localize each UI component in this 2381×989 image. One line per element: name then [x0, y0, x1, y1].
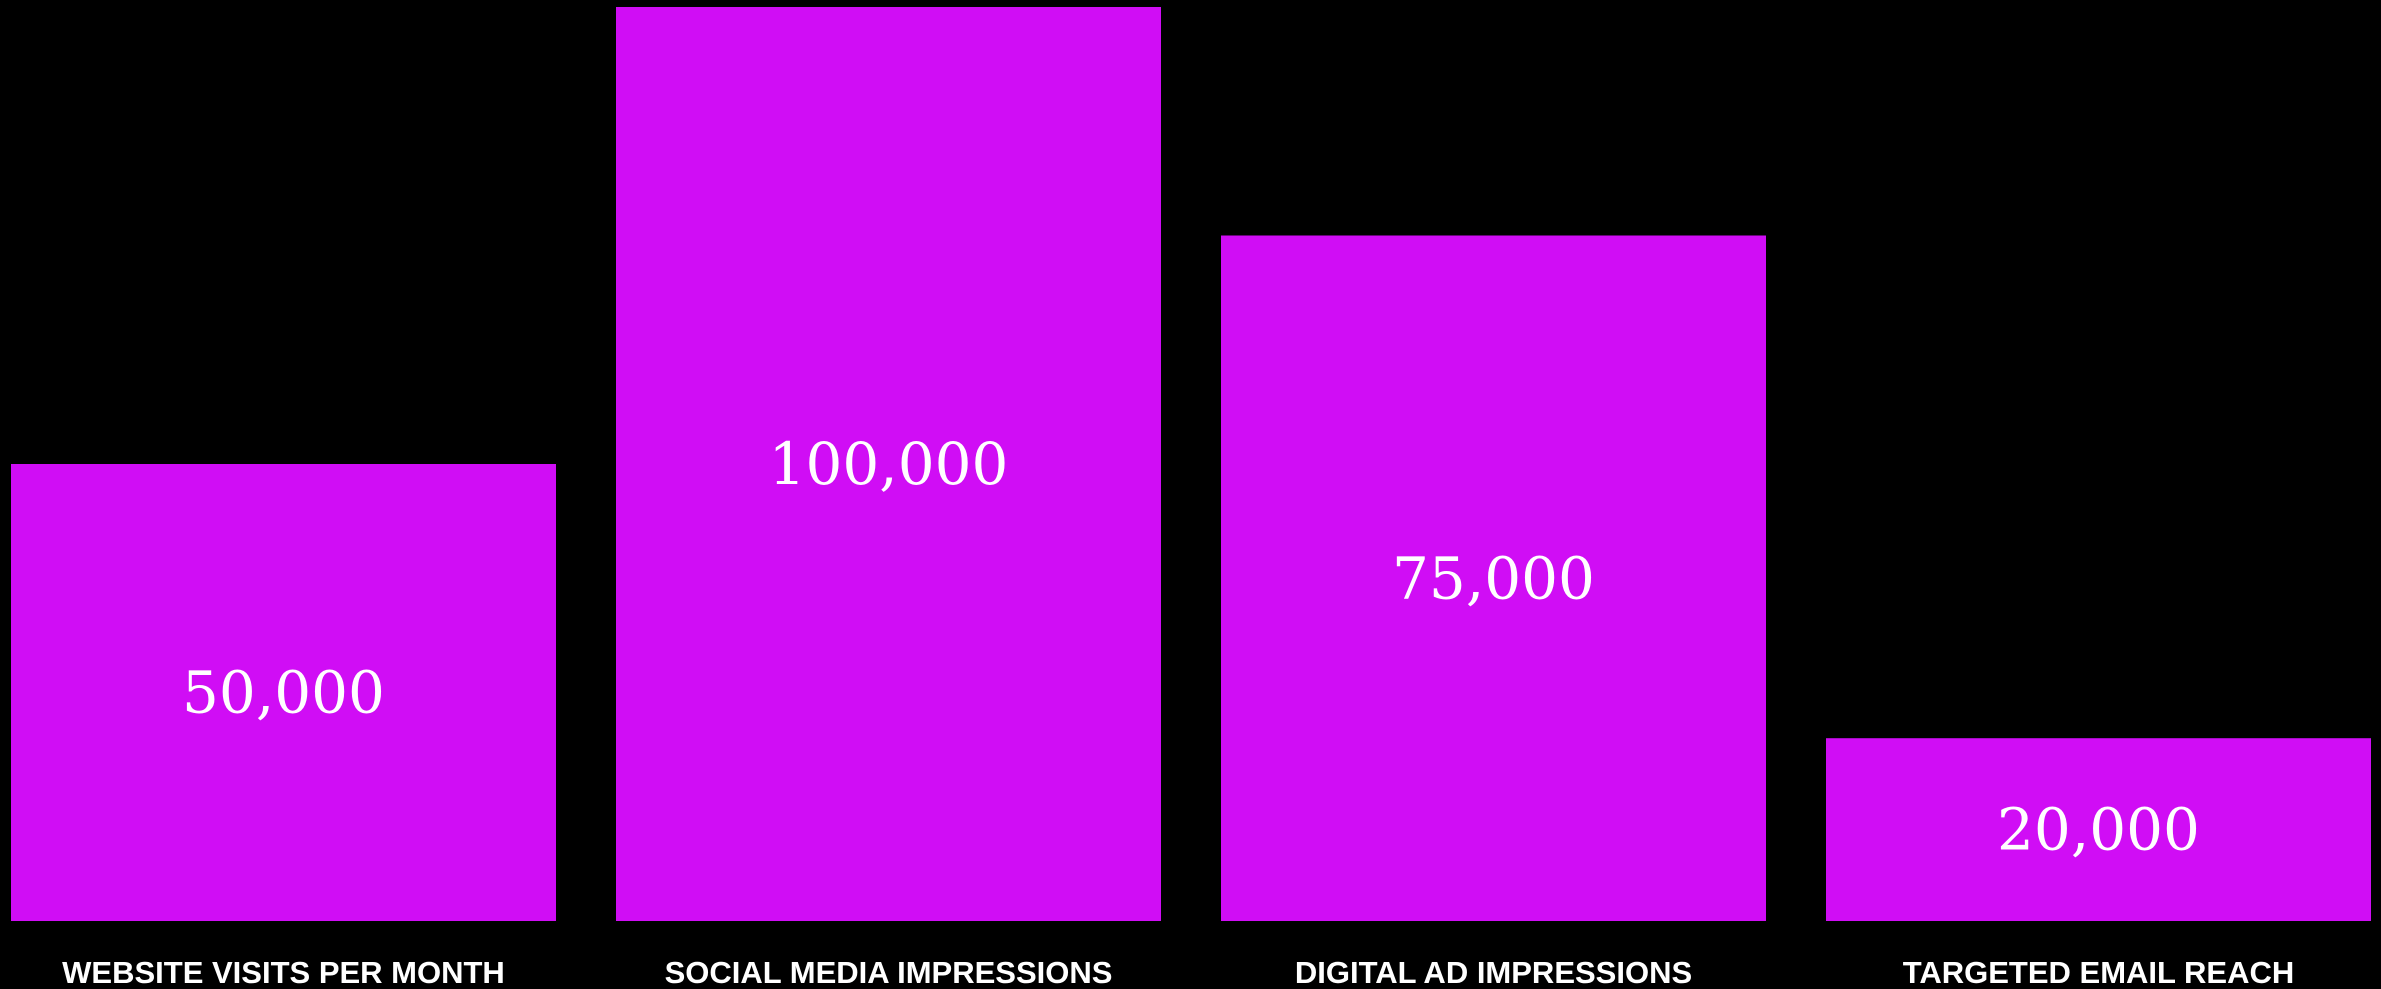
- bar-value-label: 100,000: [769, 430, 1009, 498]
- bar-social-media-impressions: [616, 7, 1161, 921]
- bars-group: [11, 7, 2371, 921]
- bar-website-visits-per-month: [11, 464, 556, 921]
- value-labels-group: 50,000 100,000 75,000 20,000: [182, 430, 2200, 864]
- bar-value-label: 50,000: [182, 659, 385, 727]
- bar-targeted-email-reach: [1826, 738, 2371, 921]
- category-labels-group: WEBSITE VISITS PER MONTH SOCIAL MEDIA IMP…: [62, 955, 2294, 989]
- bar-digital-ad-impressions: [1221, 235, 1766, 921]
- category-label: SOCIAL MEDIA IMPRESSIONS: [665, 955, 1113, 989]
- category-label: WEBSITE VISITS PER MONTH: [62, 955, 505, 989]
- bar-value-label: 75,000: [1392, 544, 1595, 612]
- bar-value-label: 20,000: [1997, 796, 2200, 864]
- category-label: TARGETED EMAIL REACH: [1903, 955, 2295, 989]
- category-label: DIGITAL AD IMPRESSIONS: [1295, 955, 1692, 989]
